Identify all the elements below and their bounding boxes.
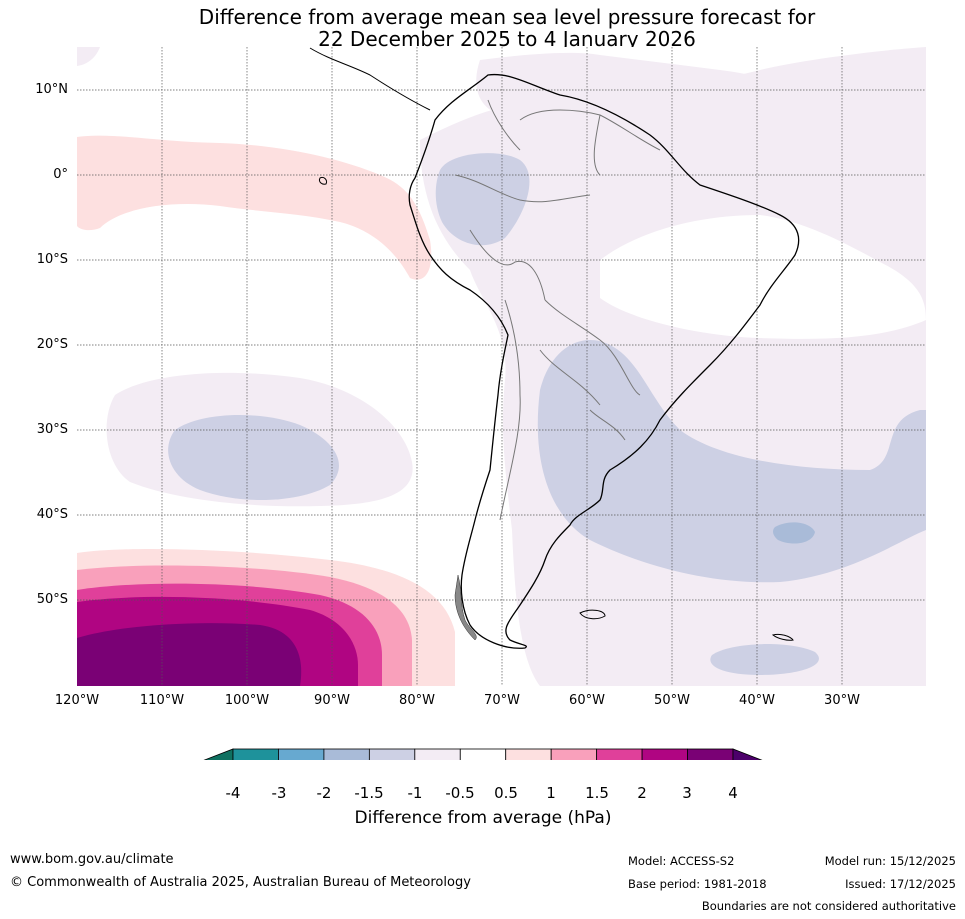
map-title-line1: Difference from average mean sea level p… [198,5,816,29]
colorbar-segment [414,748,461,760]
country-borders [454,99,661,521]
colorbar-tick: -2 [316,784,332,802]
lon-label-40w: 40°W [739,693,775,708]
chile-fjords [454,574,477,641]
website-link[interactable]: www.bom.gov.au/climate [10,852,174,867]
lower-anomaly-region-far-south [710,644,819,675]
colorbar-tick: 0.5 [494,784,518,802]
colorbar-tick: 4 [728,784,738,802]
lon-label-80w: 80°W [399,693,435,708]
positive-anomaly-region-tropical-pacific [77,135,432,280]
colorbar-tick: -4 [225,784,241,802]
colorbar-segment [368,748,416,760]
longitude-gridlines [161,47,843,686]
colorbar-segment [505,748,552,760]
lower-anomaly-region-south-atlantic [537,340,926,583]
colorbar-segment [641,748,688,760]
model-name: Model: ACCESS-S2 [628,854,735,868]
lon-label-90w: 90°W [314,693,350,708]
colorbar-segment [232,748,279,760]
copyright-text: © Commonwealth of Australia 2025, Austra… [10,875,471,890]
colorbar [203,748,763,760]
issued-date: Issued: 17/12/2025 [845,877,956,891]
colorbar-segment [459,748,507,760]
colorbar-segment [278,748,325,760]
lower-anomaly-region-pacific [168,414,339,501]
south-georgia [771,633,794,641]
lat-label-40s: 40°S [36,507,68,522]
colorbar-tick: -3 [271,784,287,802]
colorbar-tick: 1.5 [585,784,609,802]
colorbar-arrow-high [732,748,763,760]
colorbar-tick: 2 [637,784,647,802]
lat-label-10s: 10°S [36,252,68,267]
lon-label-30w: 30°W [824,693,860,708]
lowest-anomaly-spot [773,522,815,544]
colorbar-tick: -1 [407,784,423,802]
caribbean-coast-detail [309,47,431,111]
colorbar-segment [323,748,370,760]
neutral-region-brazil [600,215,926,339]
colorbar-tick: 3 [682,784,692,802]
colorbar-title: Difference from average (hPa) [354,808,612,828]
lon-label-110w: 110°W [139,693,185,708]
lon-label-60w: 60°W [569,693,605,708]
south-america-coastline [408,73,800,649]
positive-anomaly-band-3 [77,623,302,686]
colorbar-segment [596,748,643,760]
colorbar-tick: -1.5 [354,784,384,802]
lat-label-0: 0° [53,167,68,182]
negative-anomaly-region-north [476,52,820,133]
falkland-islands [579,609,606,620]
lon-label-120w: 120°W [54,693,100,708]
galapagos-islands [319,177,327,185]
lon-label-50w: 50°W [654,693,690,708]
lat-label-50s: 50°S [36,592,68,607]
colorbar-tick: -0.5 [445,784,475,802]
lat-label-10n: 10°N [35,82,68,97]
map-title-line2: 22 December 2025 to 4 January 2026 [318,27,696,51]
boundaries-disclaimer: Boundaries are not considered authoritat… [701,899,956,913]
lon-label-100w: 100°W [224,693,270,708]
lat-label-30s: 30°S [36,422,68,437]
pressure-anomaly-map [77,47,926,760]
model-run-date: Model run: 15/12/2025 [824,854,956,868]
colorbar-arrow-low [203,748,234,760]
colorbar-segment [550,748,598,760]
lon-label-70w: 70°W [484,693,520,708]
colorbar-segment [687,748,734,760]
base-period: Base period: 1981-2018 [628,877,767,891]
colorbar-tick: 1 [546,784,556,802]
negative-anomaly-region-northwest [77,47,100,66]
lat-label-20s: 20°S [36,337,68,352]
map-plot-area [77,47,926,686]
